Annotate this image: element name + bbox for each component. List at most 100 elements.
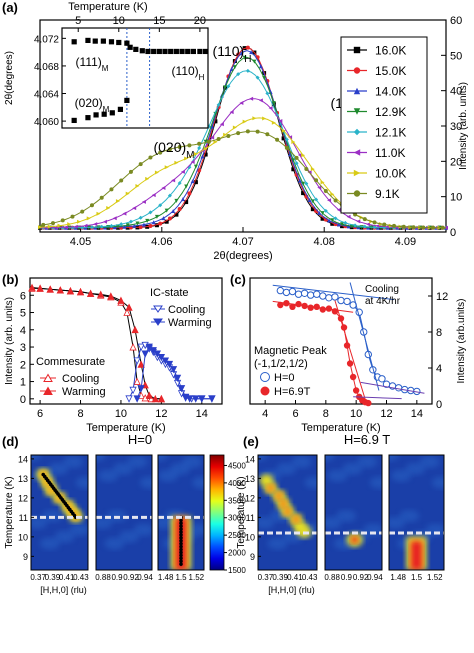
- data-point: [440, 225, 445, 230]
- data-point: [421, 225, 426, 230]
- data-point: [165, 360, 174, 369]
- heatmap-frame: [257, 454, 318, 571]
- y-tick-label: 3: [20, 342, 26, 354]
- data-point: [320, 180, 325, 185]
- background-blob: [31, 516, 48, 529]
- x-tick-label: 12: [155, 408, 167, 420]
- data-point: [394, 384, 403, 392]
- y-axis-label: Intensity (arb. units): [4, 297, 15, 385]
- intensity-core: [350, 536, 359, 544]
- legend-label: H=0: [274, 372, 295, 384]
- data-point: [314, 197, 319, 202]
- data-point: [161, 185, 166, 190]
- data-point: [107, 292, 115, 300]
- background-blob: [276, 462, 297, 475]
- legend-label: Warming: [168, 317, 212, 329]
- legend-label: 12.9K: [375, 105, 406, 119]
- data-point: [28, 283, 36, 291]
- data-point: [161, 357, 170, 365]
- peak-trace: [42, 474, 77, 518]
- x-tick-label: 8: [323, 408, 329, 420]
- intensity-core: [266, 484, 275, 493]
- data-point: [310, 167, 315, 172]
- heatmap-y-tick-label: 9: [250, 552, 255, 562]
- data-point: [174, 212, 179, 217]
- data-point: [148, 224, 153, 229]
- heatmap-frame: [157, 454, 205, 571]
- data-point: [47, 224, 52, 229]
- data-point: [125, 395, 133, 403]
- data-point: [262, 116, 267, 121]
- data-point: [86, 216, 91, 221]
- y-tick-label: 40: [450, 86, 462, 98]
- inset-data-point: [151, 48, 157, 55]
- data-point: [119, 178, 124, 183]
- heatmap-x-tick-label: 0.94: [137, 573, 153, 582]
- background-blob: [119, 530, 140, 543]
- data-point: [245, 45, 250, 50]
- data-point: [203, 139, 208, 144]
- data-point: [353, 212, 358, 217]
- series-line: [40, 70, 446, 229]
- data-point: [304, 181, 309, 186]
- data-point: [372, 225, 377, 230]
- x-tick-label: 4.07: [232, 236, 253, 248]
- data-point: [149, 347, 157, 355]
- data-point: [330, 218, 335, 223]
- background-blob: [431, 476, 444, 489]
- panel-e-title: H=6.9 T: [344, 432, 390, 447]
- data-point: [276, 286, 285, 295]
- data-point: [115, 199, 120, 204]
- heatmap-x-tick-label: 0.41: [59, 573, 75, 582]
- plot-frame: [29, 277, 223, 405]
- legend-label: 9.1K: [375, 187, 400, 201]
- inset-x-axis-label: Temperature (K): [68, 1, 147, 13]
- background-blob: [48, 462, 69, 475]
- data-point: [291, 158, 296, 163]
- x-axis-label: Temperature (K): [86, 422, 165, 434]
- x-tick-label: 14: [411, 408, 423, 420]
- legend-box: [340, 36, 428, 214]
- heatmap-frame: [388, 454, 445, 571]
- legend-marker: [353, 128, 361, 136]
- background-blob: [389, 455, 399, 461]
- legend-title: (-1,1/2,1/2): [254, 358, 308, 370]
- data-point: [46, 285, 54, 293]
- heatmap-content: [325, 455, 382, 550]
- data-point: [138, 162, 143, 167]
- intensity-core: [291, 515, 300, 524]
- data-point: [343, 220, 348, 225]
- legend-marker: [153, 305, 163, 313]
- data-point: [236, 131, 241, 136]
- data-point: [255, 129, 260, 134]
- data-point: [186, 395, 194, 403]
- background-blob: [391, 469, 412, 482]
- data-point: [307, 304, 314, 311]
- data-point: [171, 208, 176, 213]
- background-blob: [336, 509, 357, 522]
- data-point: [63, 225, 68, 230]
- heatmap-x-tick-label: 0.88: [324, 573, 340, 582]
- data-point: [76, 219, 81, 224]
- legend-label: 12.1K: [375, 126, 406, 140]
- data-point: [89, 225, 94, 230]
- legend-marker: [43, 386, 53, 395]
- background-blob: [419, 455, 440, 468]
- colorbar-tick-label: 4000: [228, 479, 246, 488]
- data-point: [366, 222, 371, 227]
- background-blob: [96, 455, 106, 461]
- data-point: [297, 178, 302, 183]
- data-point: [145, 218, 150, 223]
- data-point: [229, 110, 234, 115]
- heatmap-y-tick-label: 13: [18, 474, 28, 484]
- data-point: [36, 284, 44, 292]
- data-point: [154, 170, 159, 175]
- heatmap-x-tick-label: 1.48: [390, 573, 406, 582]
- data-point: [112, 216, 117, 221]
- intensity-core: [410, 540, 423, 570]
- data-point: [184, 200, 189, 205]
- background-blob: [405, 462, 426, 475]
- background-blob: [158, 469, 179, 482]
- data-point: [177, 145, 182, 150]
- data-point: [129, 386, 137, 395]
